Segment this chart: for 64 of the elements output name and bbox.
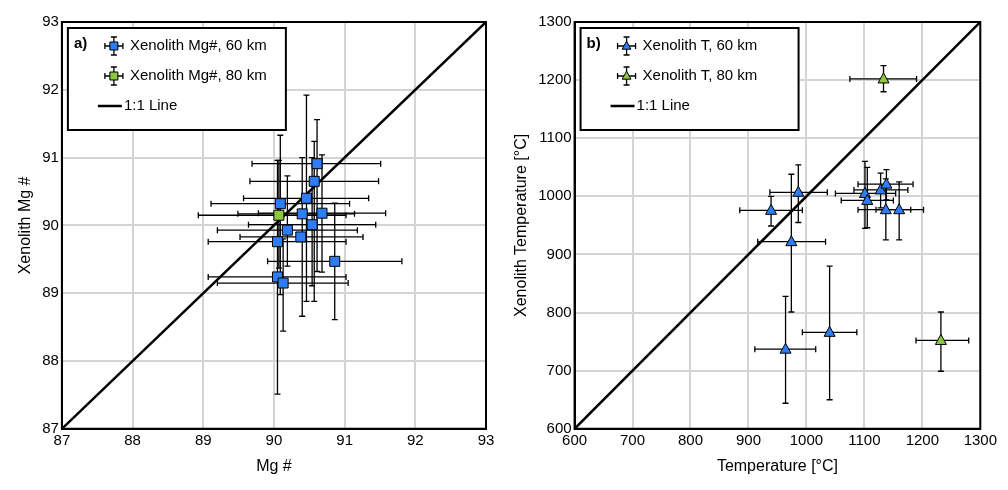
point <box>308 175 320 187</box>
point <box>296 208 308 220</box>
legend-title: a) <box>73 34 88 52</box>
y-tick-label: 92 <box>42 79 59 97</box>
x-axis-title: Mg # <box>256 456 292 474</box>
point <box>306 219 318 231</box>
x-tick-label: 700 <box>620 430 646 448</box>
y-tick-label: 1300 <box>538 12 572 30</box>
x-tick-label: 92 <box>406 430 424 448</box>
y-tick-label: 700 <box>546 360 572 378</box>
point <box>877 72 890 84</box>
point <box>792 185 805 197</box>
point <box>295 231 307 243</box>
point <box>300 192 312 204</box>
y-tick-label: 89 <box>42 283 59 301</box>
legend-label: Xenolith Mg#, 60 km <box>129 36 267 54</box>
x-tick-label: 88 <box>124 430 141 448</box>
x-tick-label: 800 <box>677 430 704 448</box>
point <box>329 255 341 267</box>
x-tick-label: 1200 <box>905 430 940 448</box>
point <box>934 333 947 345</box>
y-tick-label: 91 <box>42 147 59 165</box>
y-tick-label: 800 <box>546 302 572 320</box>
point <box>879 203 892 215</box>
y-axis-title: Xenolith Mg # <box>16 176 34 275</box>
x-tick-label: 900 <box>735 430 761 448</box>
x-axis-title: Temperature [°C] <box>716 456 838 474</box>
x-tick-label: 1100 <box>848 430 881 448</box>
y-tick-label: 900 <box>546 244 572 262</box>
y-tick-label: 88 <box>42 351 59 369</box>
y-tick-label: 1100 <box>539 128 572 146</box>
legend-label: 1:1 Line <box>636 96 690 114</box>
point <box>311 158 323 170</box>
legend-label: Xenolith Mg#, 80 km <box>129 66 267 84</box>
y-axis-title: Xenolith Temperature [°C] <box>512 133 530 317</box>
point <box>277 277 289 289</box>
legend-label: Xenolith T, 80 km <box>642 66 758 84</box>
point <box>823 325 836 337</box>
point <box>271 236 283 248</box>
x-tick-label: 1000 <box>789 430 824 448</box>
y-tick-label: 1200 <box>538 70 572 88</box>
point <box>785 235 798 247</box>
x-tick-label: 91 <box>336 430 353 448</box>
x-tick-label: 1300 <box>963 430 997 448</box>
point <box>316 207 328 219</box>
legend-label: 1:1 Line <box>123 96 178 114</box>
point <box>779 342 792 354</box>
y-tick-label: 87 <box>42 418 59 436</box>
point <box>281 224 293 236</box>
x-tick-label: 93 <box>477 430 495 448</box>
point <box>874 183 887 195</box>
point <box>893 203 906 215</box>
point <box>273 209 285 221</box>
y-tick-label: 90 <box>42 215 59 233</box>
point <box>861 193 874 205</box>
y-tick-label: 93 <box>42 12 59 30</box>
legend-title: b) <box>586 34 601 52</box>
point <box>880 177 893 189</box>
y-tick-label: 1000 <box>538 186 572 204</box>
point <box>765 203 778 215</box>
legend-label: Xenolith T, 60 km <box>642 36 758 54</box>
x-tick-label: 90 <box>265 430 283 448</box>
point <box>274 198 286 210</box>
x-tick-label: 89 <box>194 430 212 448</box>
